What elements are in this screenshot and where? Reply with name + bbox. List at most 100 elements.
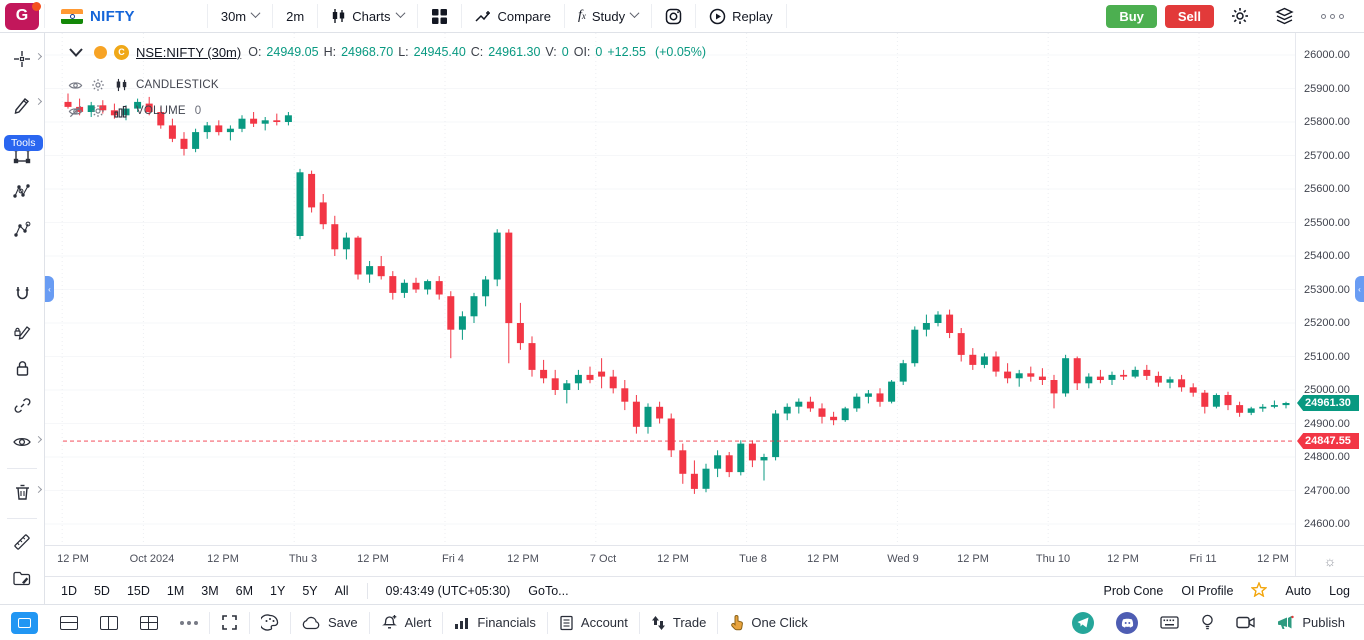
notification-dot — [32, 2, 41, 11]
goto-button[interactable]: GoTo... — [528, 583, 569, 598]
trend-line-tool[interactable] — [5, 87, 43, 121]
range-1M[interactable]: 1M — [166, 583, 185, 598]
legend-collapse-button[interactable] — [65, 41, 87, 63]
candle-body — [1143, 369, 1151, 376]
telegram-button[interactable] — [1061, 605, 1105, 640]
chart-type-select[interactable]: Charts — [318, 0, 416, 32]
candle-body — [853, 396, 861, 409]
layout-two-rows-button[interactable] — [49, 605, 89, 640]
video-button[interactable] — [1225, 605, 1266, 640]
pattern-tool[interactable] — [5, 175, 39, 209]
candle-body — [1224, 395, 1232, 406]
candle-body — [690, 473, 698, 489]
candle-body — [934, 314, 942, 323]
trade-button[interactable]: Trade — [640, 605, 717, 640]
compare-button[interactable]: Compare — [462, 0, 564, 32]
chevron-down-icon — [250, 8, 261, 19]
stay-in-drawing-mode-button[interactable] — [5, 314, 39, 348]
interval-select[interactable]: 30m — [208, 0, 272, 32]
candle-body — [992, 356, 1000, 372]
range-15D[interactable]: 15D — [126, 583, 150, 598]
layout-single-button[interactable] — [8, 605, 49, 640]
gear-icon[interactable] — [90, 77, 106, 93]
sell-button[interactable]: Sell — [1164, 4, 1214, 28]
indicator-value: 0 — [194, 105, 202, 117]
measure-tool[interactable] — [5, 525, 39, 559]
time-axis[interactable]: 12 PM Oct 2024 12 PM Thu 3 12 PM Fri 4 12 PM 7 … — [45, 546, 1295, 576]
price-tick-label: 25400.00 — [1304, 250, 1350, 262]
eye-icon[interactable] — [67, 77, 83, 93]
broker-logo[interactable]: G — [0, 0, 44, 32]
save-label: Save — [328, 615, 358, 630]
star-favorite-icon[interactable] — [1250, 580, 1269, 600]
lock-drawings-button[interactable] — [5, 351, 39, 385]
candle-body — [980, 356, 988, 365]
prob-cone-button[interactable]: Prob Cone — [1103, 583, 1164, 598]
magnet-mode-button[interactable] — [5, 277, 39, 311]
chevron-right-icon — [34, 435, 43, 444]
candle-body — [772, 413, 780, 458]
layout-four-grid-button[interactable] — [129, 605, 169, 640]
legend-symbol-text[interactable]: NSE:NIFTY (30m) — [136, 44, 242, 60]
theme-palette-button[interactable] — [250, 605, 290, 640]
more-layouts-button[interactable] — [169, 605, 209, 640]
gear-icon[interactable] — [90, 103, 106, 119]
candle-body — [1085, 376, 1093, 384]
settings-button[interactable] — [1222, 7, 1258, 25]
layers-button[interactable] — [1266, 7, 1303, 25]
bell-plus-icon — [381, 615, 397, 629]
auto-scale-toggle[interactable]: Auto — [1285, 583, 1312, 598]
top-toolbar: G NIFTY 30m 2m Charts — [0, 0, 1364, 33]
oi-profile-button[interactable]: OI Profile — [1181, 583, 1234, 598]
snapshot-button[interactable] — [652, 0, 695, 32]
collapse-left-panel-handle[interactable]: ‹ — [45, 276, 54, 302]
crosshair-tool[interactable] — [5, 42, 43, 76]
one-click-trading-button[interactable]: One Click — [718, 605, 818, 640]
link-button[interactable] — [5, 388, 39, 422]
axis-settings-corner[interactable]: ☼ — [1295, 546, 1364, 576]
ideas-button[interactable] — [1190, 605, 1225, 640]
fullscreen-button[interactable] — [210, 605, 249, 640]
save-button[interactable]: Save — [291, 605, 369, 640]
prediction-tool[interactable] — [5, 212, 39, 246]
range-5D[interactable]: 5D — [93, 583, 110, 598]
object-tree-button[interactable] — [5, 562, 39, 596]
candle-body — [424, 281, 432, 290]
range-All[interactable]: All — [334, 583, 349, 598]
collapse-right-panel-handle[interactable]: ‹ — [1355, 276, 1364, 302]
account-button[interactable]: Account — [548, 605, 639, 640]
chart-pane[interactable]: C NSE:NIFTY (30m) O: 24949.05 H: 24968.70 L:… — [45, 33, 1295, 545]
candle-body — [1038, 376, 1046, 380]
symbol-search[interactable]: NIFTY — [45, 0, 147, 32]
tools-tooltip: Tools — [4, 135, 43, 151]
remove-drawings-button[interactable] — [5, 475, 43, 509]
candle-body — [319, 202, 327, 225]
range-5Y[interactable]: 5Y — [302, 583, 318, 598]
buy-button[interactable]: Buy — [1106, 4, 1157, 28]
candle-body — [737, 443, 745, 473]
publish-button[interactable]: Publish — [1266, 605, 1356, 640]
replay-button[interactable]: Replay — [696, 0, 785, 32]
range-1D[interactable]: 1D — [61, 583, 77, 598]
layout-grid-button[interactable] — [418, 0, 461, 32]
clock[interactable]: 09:43:49 (UTC+05:30) — [385, 583, 511, 598]
discord-button[interactable] — [1105, 605, 1149, 640]
time-tick-label: Fri 11 — [1189, 553, 1217, 565]
alert-button[interactable]: Alert — [370, 605, 443, 640]
log-scale-toggle[interactable]: Log — [1329, 583, 1350, 598]
range-3M[interactable]: 3M — [201, 583, 219, 598]
more-options-button[interactable] — [1311, 13, 1354, 19]
range-6M[interactable]: 6M — [235, 583, 254, 598]
eye-off-icon[interactable] — [67, 103, 83, 119]
hide-drawings-button[interactable] — [5, 425, 43, 459]
layout-two-cols-button[interactable] — [89, 605, 129, 640]
keyboard-shortcuts-button[interactable] — [1149, 605, 1190, 640]
financials-button[interactable]: Financials — [443, 605, 547, 640]
candle-body — [1189, 387, 1197, 393]
price-axis[interactable]: ‹ 26000.00 25900.00 25800.00 25700.00 25600.… — [1295, 33, 1364, 545]
interval-preset-2m[interactable]: 2m — [273, 0, 317, 32]
range-1Y[interactable]: 1Y — [270, 583, 286, 598]
price-tick-label: 26000.00 — [1304, 49, 1350, 61]
candle-body — [400, 282, 408, 293]
